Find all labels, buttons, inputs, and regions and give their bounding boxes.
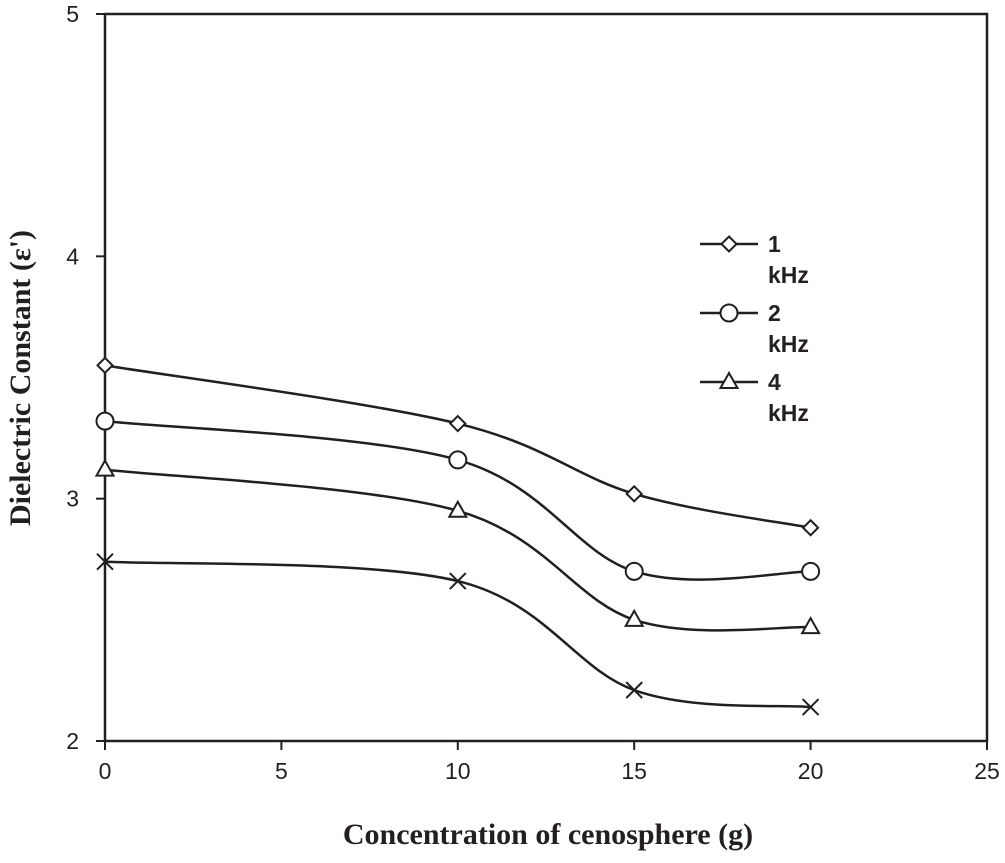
series-1-point-10 [448,414,467,433]
y-tick-label-3: 3 [66,486,79,512]
series-2-point-15 [624,561,644,581]
legend-marker-1 [720,235,738,253]
x-tick-label-25: 25 [974,758,1000,784]
series-4 [96,552,820,716]
legend-label-2-line1: 2 [768,300,781,326]
series-1 [96,356,820,537]
series-3-point-20 [800,616,821,635]
series-3-point-10 [447,499,469,518]
plot-frame [103,12,989,743]
legend-entry-1: 1 kHz [700,231,809,288]
series-2-point-20 [801,561,821,581]
series-2-line [104,419,811,581]
series-1-line [104,364,811,529]
series-1-point-0 [96,356,114,375]
series-4-point-15 [625,681,643,699]
series-2 [95,411,821,581]
series-1-point-20 [801,518,820,537]
legend-entry-2: 2 kHz [700,300,809,357]
x-tick-label-5: 5 [275,758,288,784]
x-tick-label-20: 20 [798,758,824,784]
legend-label-1-line1: 1 [768,231,781,257]
series-layer [94,356,821,716]
series-4-point-10 [449,572,467,590]
series-3-line [104,468,811,632]
series-2-point-0 [95,411,115,431]
legend-entry-3: 4 kHz [700,369,809,426]
x-tick-label-0: 0 [99,758,112,784]
x-tick-label-10: 10 [445,758,471,784]
tick-layer: 0 5 10 15 20 25 2 3 4 5 [66,1,1000,784]
y-axis-title: Dielectric Constant (ε') [4,230,37,526]
legend-label-3-line2: kHz [768,400,809,426]
legend-label-3-line1: 4 [768,369,781,395]
y-tick-label-4: 4 [66,243,79,269]
series-4-point-0 [96,552,114,571]
series-2-point-10 [448,450,468,470]
series-3 [94,458,821,635]
legend-marker-2 [719,303,739,323]
y-tick-label-2: 2 [66,728,79,754]
series-4-point-20 [801,698,820,716]
y-tick-label-5: 5 [66,1,79,27]
legend-label-2-line2: kHz [768,331,809,357]
x-axis-title: Concentration of cenosphere (g) [343,818,753,851]
series-4-line [104,560,811,709]
x-tick-label-15: 15 [621,758,647,784]
series-3-point-0 [94,458,116,477]
series-1-point-15 [625,484,644,503]
legend-label-1-line2: kHz [768,262,809,288]
legend-marker-3 [718,370,740,389]
series-3-point-15 [623,608,645,627]
legend: 1 kHz 2 kHz 4 kHz [700,231,809,426]
